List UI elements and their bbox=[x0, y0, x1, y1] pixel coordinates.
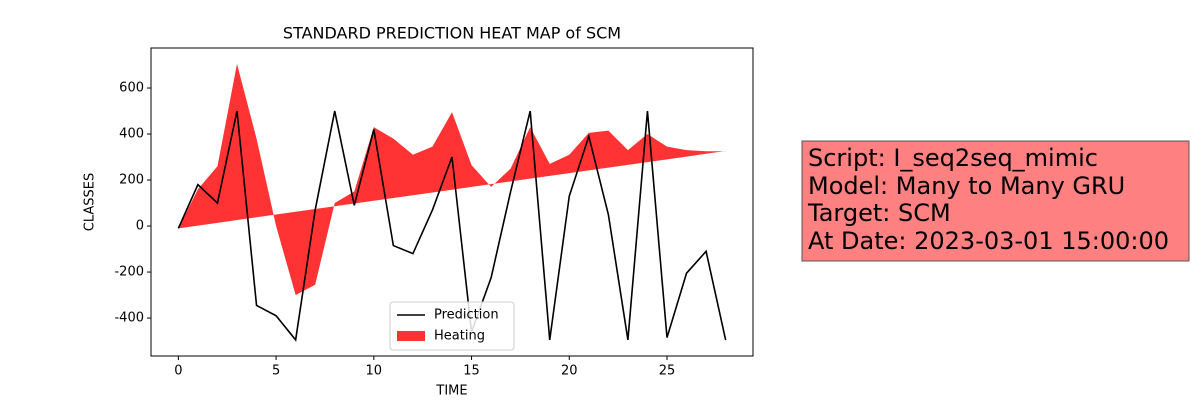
info-line: Model: Many to Many GRU bbox=[808, 172, 1125, 200]
x-tick-label: 5 bbox=[272, 364, 280, 379]
info-line: Target: SCM bbox=[807, 199, 951, 227]
x-tick-label: 20 bbox=[561, 364, 578, 379]
heat-area bbox=[178, 63, 726, 296]
y-tick-label: -200 bbox=[114, 265, 144, 280]
plot-frame bbox=[150, 47, 754, 357]
y-tick-label: -400 bbox=[114, 311, 144, 326]
info-box bbox=[801, 140, 1190, 262]
chart-title: STANDARD PREDICTION HEAT MAP of SCM bbox=[283, 24, 621, 43]
info-line: Script: I_seq2seq_mimic bbox=[808, 144, 1098, 172]
info-line: At Date: 2023-03-01 15:00:00 bbox=[808, 227, 1169, 255]
y-tick-label: 200 bbox=[119, 173, 144, 188]
legend: Prediction Heating bbox=[389, 301, 515, 351]
y-tick-label: 400 bbox=[119, 127, 144, 142]
x-tick-label: 10 bbox=[366, 364, 383, 379]
legend-label: Heating bbox=[434, 329, 485, 344]
x-axis-label: TIME bbox=[435, 384, 467, 399]
legend-swatch bbox=[397, 331, 425, 341]
x-tick-label: 25 bbox=[659, 364, 676, 379]
y-axis-label: CLASSES bbox=[83, 173, 98, 231]
y-tick-label: 600 bbox=[119, 81, 144, 96]
prediction-line bbox=[177, 110, 727, 342]
legend-label: Prediction bbox=[434, 308, 499, 323]
x-tick-label: 0 bbox=[174, 364, 182, 379]
y-tick-label: 0 bbox=[136, 219, 144, 234]
x-tick-label: 15 bbox=[463, 364, 480, 379]
